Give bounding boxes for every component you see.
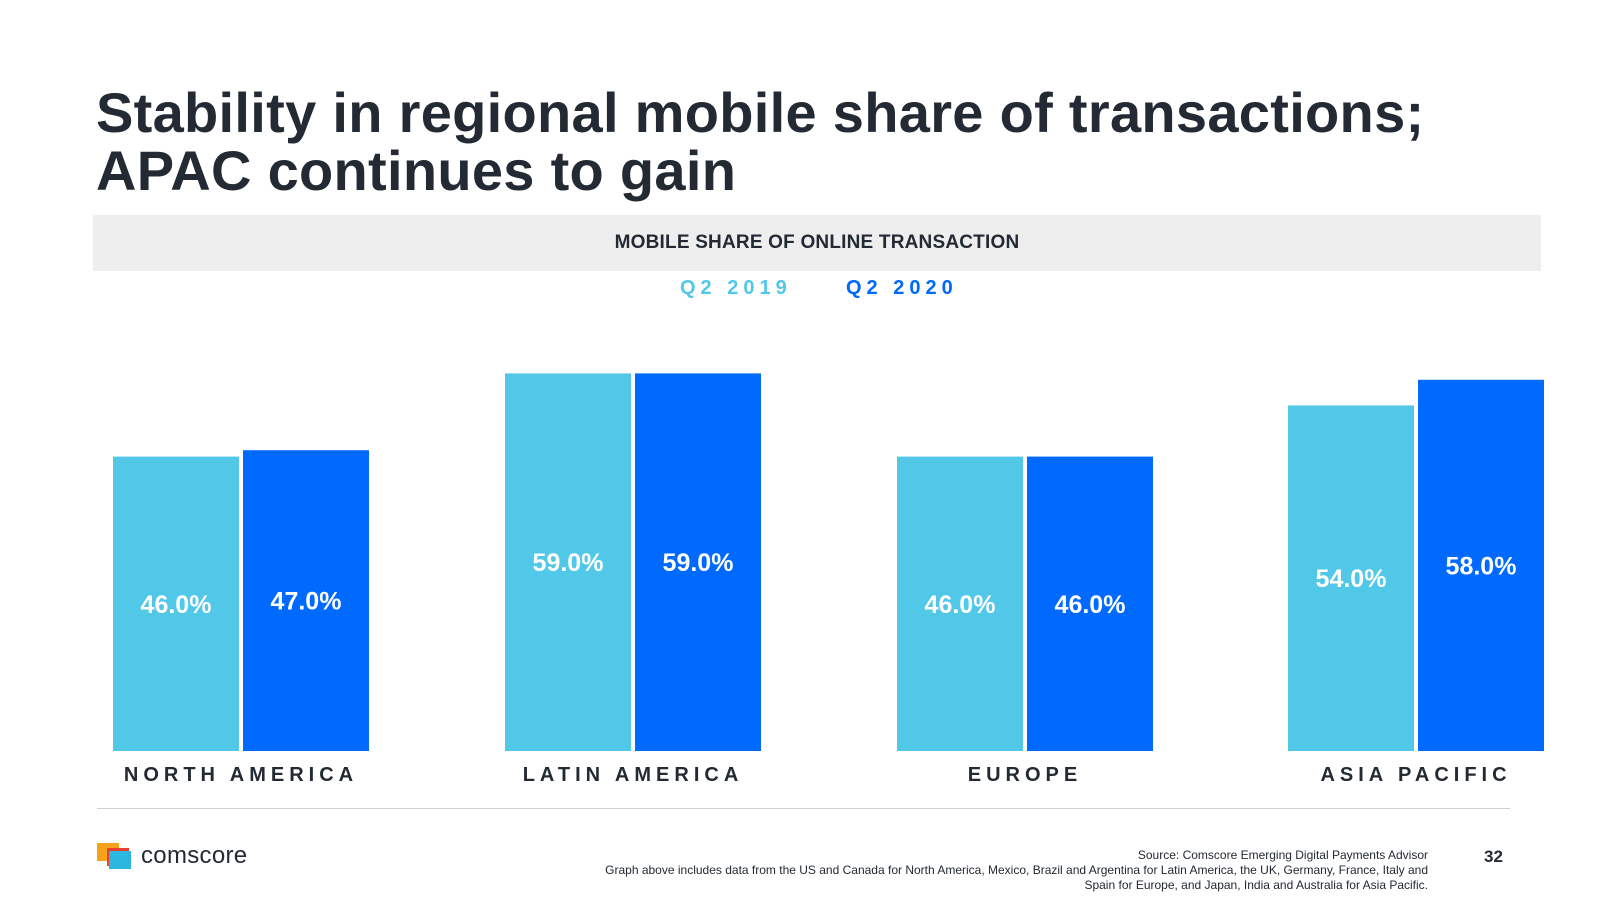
category-label-europe: EUROPE bbox=[968, 764, 1082, 786]
data-label-asia-pacific-q2-2019: 54.0% bbox=[1316, 565, 1387, 593]
slide-title: Stability in regional mobile share of tr… bbox=[96, 81, 1425, 202]
bar-europe-q2-2019 bbox=[897, 456, 1023, 751]
bar-north-america-q2-2020 bbox=[243, 450, 369, 751]
source-line-1: Source: Comscore Emerging Digital Paymen… bbox=[1137, 848, 1428, 862]
comscore-wordmark: comscore bbox=[141, 842, 248, 869]
data-label-latin-america-q2-2019: 59.0% bbox=[533, 549, 604, 577]
data-label-asia-pacific-q2-2020: 58.0% bbox=[1446, 552, 1517, 580]
comscore-logo: comscore bbox=[97, 842, 247, 870]
bar-asia-pacific-q2-2019 bbox=[1288, 405, 1414, 751]
legend-q2-2019: Q2 2019 bbox=[680, 277, 792, 299]
chart-legend: Q2 2019 Q2 2020 bbox=[0, 277, 1600, 303]
comscore-logo-icon bbox=[97, 843, 131, 869]
legend-q2-2020: Q2 2020 bbox=[846, 277, 958, 299]
bar-latin-america-q2-2019 bbox=[505, 373, 631, 751]
source-note: Source: Comscore Emerging Digital Paymen… bbox=[468, 848, 1428, 893]
page-number: 32 bbox=[1484, 847, 1503, 866]
data-label-europe-q2-2020: 46.0% bbox=[1055, 591, 1126, 619]
data-label-latin-america-q2-2020: 59.0% bbox=[663, 549, 734, 577]
category-label-north-america: NORTH AMERICA bbox=[124, 764, 358, 786]
category-label-latin-america: LATIN AMERICA bbox=[523, 764, 744, 786]
category-label-asia-pacific: ASIA PACIFIC bbox=[1320, 764, 1511, 786]
source-line-2: Graph above includes data from the US an… bbox=[605, 863, 1428, 877]
chart-header-text: MOBILE SHARE OF ONLINE TRANSACTION bbox=[614, 232, 1020, 253]
bar-europe-q2-2020 bbox=[1027, 456, 1153, 751]
data-label-north-america-q2-2019: 46.0% bbox=[141, 591, 212, 619]
chart-header-banner: MOBILE SHARE OF ONLINE TRANSACTION bbox=[93, 215, 1541, 271]
data-label-europe-q2-2019: 46.0% bbox=[925, 591, 996, 619]
data-label-north-america-q2-2020: 47.0% bbox=[271, 588, 342, 616]
footer-divider bbox=[97, 808, 1510, 809]
bar-asia-pacific-q2-2020 bbox=[1418, 379, 1544, 751]
bar-north-america-q2-2019 bbox=[113, 456, 239, 751]
source-line-3: Spain for Europe, and Japan, India and A… bbox=[1084, 878, 1428, 892]
bar-latin-america-q2-2020 bbox=[635, 373, 761, 751]
